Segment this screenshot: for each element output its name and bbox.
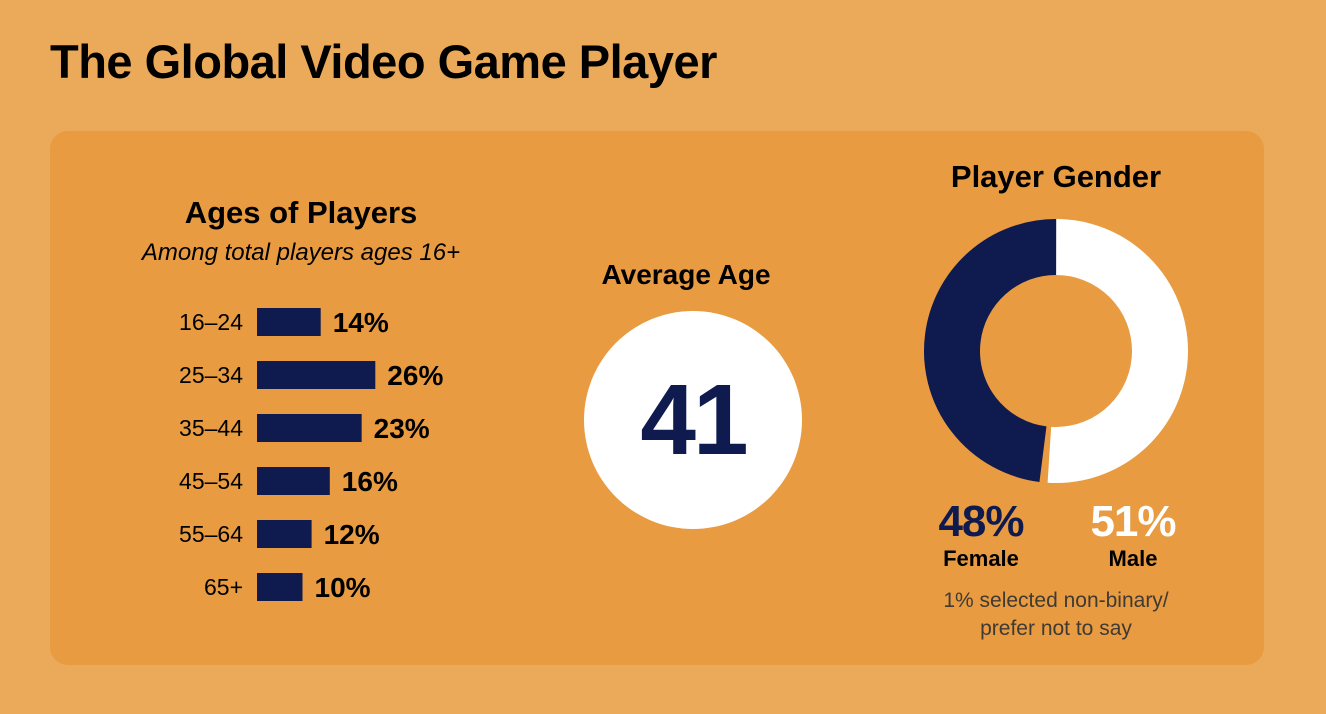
gender-donut-chart	[924, 219, 1188, 483]
age-bar	[257, 520, 312, 548]
gender-chart-title: Player Gender	[950, 159, 1162, 194]
age-bar	[257, 414, 362, 442]
age-bar	[257, 467, 330, 495]
age-category-label: 25–34	[179, 362, 243, 388]
age-value-label: 23%	[374, 413, 430, 444]
ages-bar-chart: 16–24 14% 25–34 26% 35–44 23% 45–54 16% 55–64 12%…	[179, 307, 443, 603]
gender-footnote: 1% selected non-binary/ prefer not to sa…	[870, 587, 1242, 643]
age-category-label: 45–54	[179, 468, 243, 494]
age-value-label: 26%	[387, 360, 443, 391]
ages-chart-title: Ages of Players	[184, 195, 418, 230]
age-value-label: 12%	[324, 519, 380, 550]
male-label: Male	[1108, 546, 1158, 571]
age-value-label: 16%	[342, 466, 398, 497]
gender-footnote-line1: 1% selected non-binary/	[943, 589, 1169, 612]
age-category-label: 55–64	[179, 521, 243, 547]
age-bar	[257, 573, 303, 601]
average-age-circle: 41	[584, 311, 802, 529]
age-value-label: 14%	[333, 307, 389, 338]
age-category-label: 16–24	[179, 309, 243, 335]
age-bar	[257, 308, 321, 336]
age-category-label: 65+	[204, 574, 243, 600]
ages-chart-subtitle: Among total players ages 16+	[141, 239, 461, 266]
gender-footnote-line2: prefer not to say	[980, 617, 1132, 640]
average-age-label: Average Age	[601, 259, 771, 290]
page-title: The Global Video Game Player	[50, 35, 717, 88]
average-age-value: 41	[640, 363, 748, 476]
female-percent: 48%	[938, 497, 1024, 546]
age-category-label: 35–44	[179, 415, 243, 441]
male-percent: 51%	[1090, 497, 1176, 546]
female-label: Female	[943, 546, 1019, 571]
age-bar	[257, 361, 376, 389]
age-value-label: 10%	[315, 572, 371, 603]
content-panel: Ages of Players Among total players ages…	[50, 131, 1264, 665]
